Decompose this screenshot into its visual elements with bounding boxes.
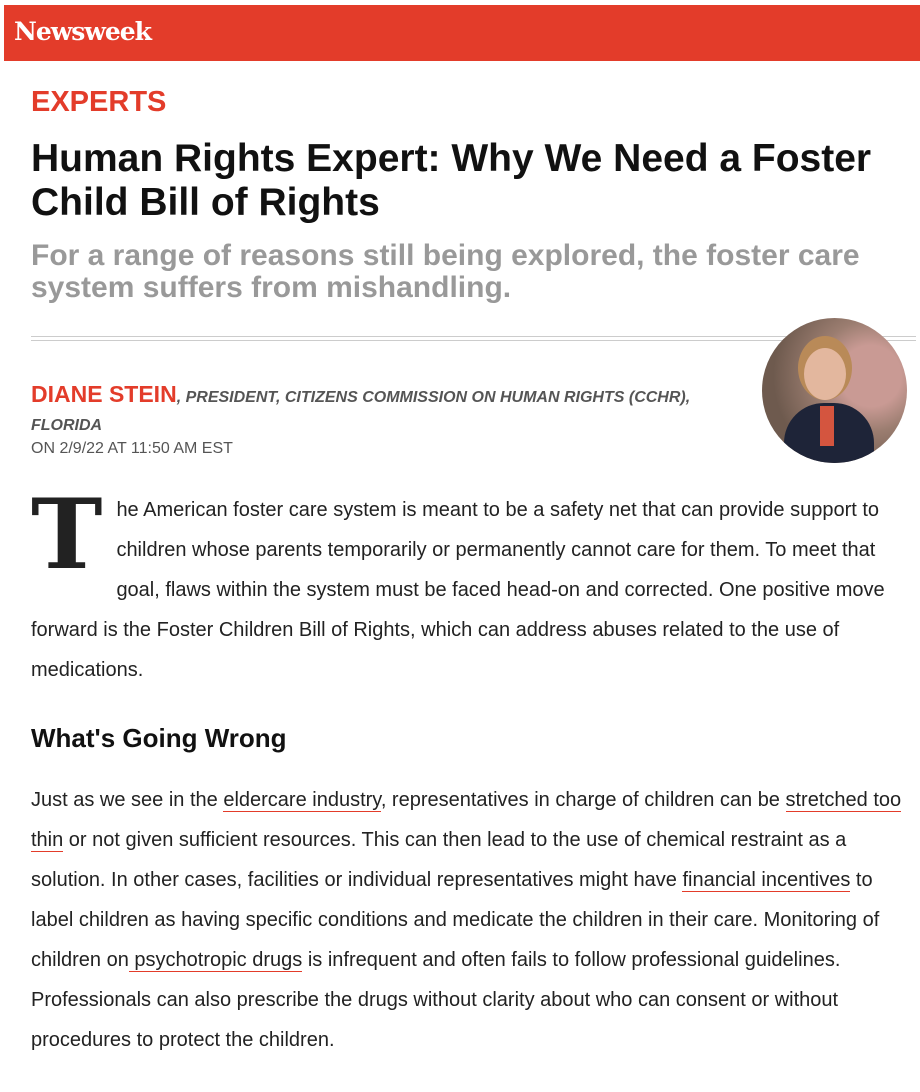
publish-date: ON 2/9/22 AT 11:50 AM EST	[31, 440, 233, 457]
author-role: PRESIDENT, CITIZENS COMMISSION ON HUMAN …	[31, 389, 691, 434]
byline: DIANE STEIN, PRESIDENT, CITIZENS COMMISS…	[31, 380, 721, 440]
link-eldercare-industry[interactable]: eldercare industry	[223, 789, 381, 812]
text: , representatives in charge of children …	[380, 789, 786, 811]
intro-text: he American foster care system is meant …	[31, 499, 885, 681]
divider	[31, 340, 916, 341]
site-header: Newsweek	[4, 5, 920, 61]
author-photo	[762, 318, 907, 463]
divider	[31, 336, 916, 337]
body-paragraph: Just as we see in the eldercare industry…	[31, 780, 917, 1060]
article-subtitle: For a range of reasons still being explo…	[31, 239, 860, 304]
link-stretched-too-thin[interactable]: stretched too thin	[31, 789, 902, 852]
newsweek-logo[interactable]: Newsweek	[14, 17, 152, 46]
author-separator: ,	[176, 389, 182, 406]
section-label[interactable]: EXPERTS	[31, 86, 167, 118]
text: Just as we see in the	[31, 789, 224, 811]
author-name[interactable]: DIANE STEIN	[31, 381, 177, 407]
text: or not given sufficient resources. This …	[31, 829, 847, 891]
drop-cap: T	[31, 478, 103, 591]
link-psychotropic-drugs[interactable]: psychotropic drugs	[128, 949, 303, 972]
text: to label children as having specific con…	[31, 869, 880, 971]
link-financial-incentives[interactable]: financial incentives	[682, 869, 851, 892]
text: is infrequent and often fails to follow …	[31, 949, 841, 1051]
section-heading: What's Going Wrong	[31, 723, 287, 753]
article-title: Human Rights Expert: Why We Need a Foste…	[31, 137, 872, 224]
